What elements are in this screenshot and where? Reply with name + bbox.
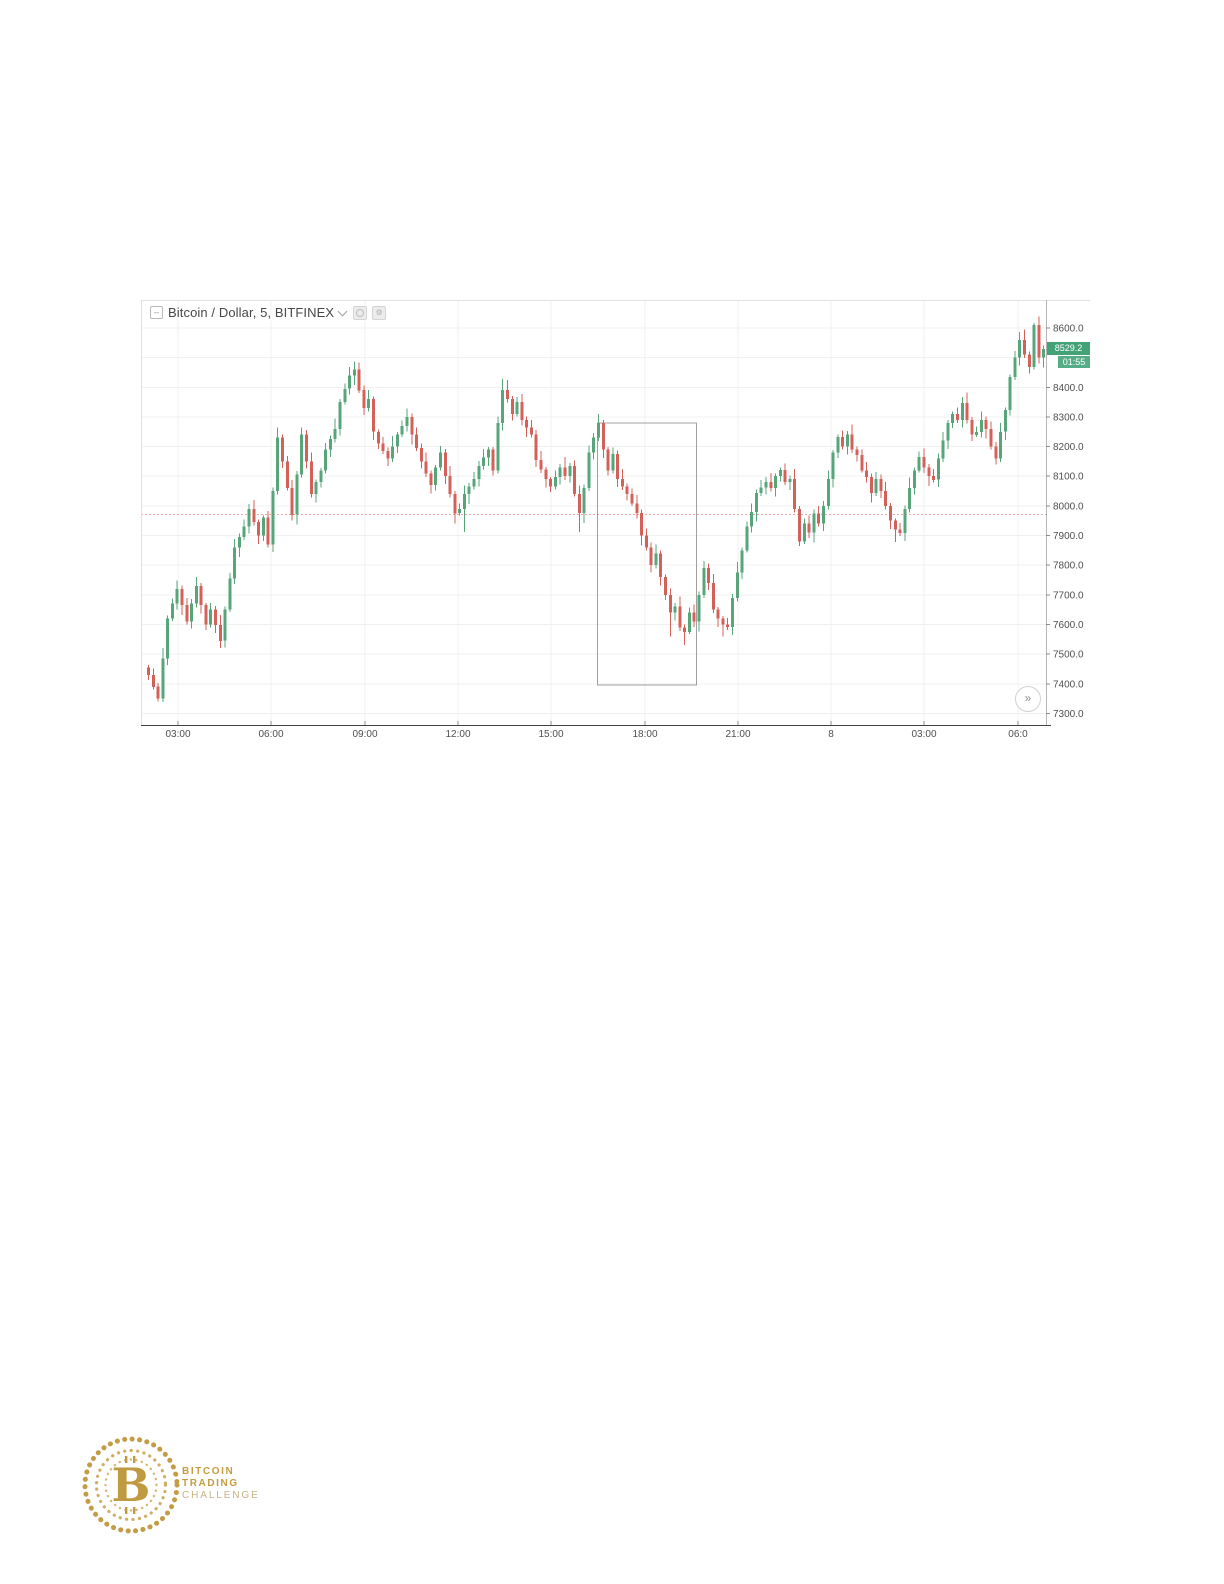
- btc-logo-text: BITCOIN TRADING CHALLENGE: [182, 1466, 260, 1502]
- price-axis-label: 7800.0: [1053, 561, 1084, 572]
- price-axis-label: 8600.0: [1053, 324, 1084, 335]
- time-axis-label: 09:00: [352, 729, 377, 740]
- scroll-to-recent-button[interactable]: »: [1015, 686, 1041, 712]
- collapse-pane-icon[interactable]: –: [150, 306, 163, 319]
- logo-outer-dot-ring: [82, 1436, 180, 1534]
- price-axis-label: 8400.0: [1053, 383, 1084, 394]
- gear-icon[interactable]: ⚙: [372, 305, 387, 320]
- price-axis-label: 8000.0: [1053, 501, 1084, 512]
- time-axis-label: 06:0: [1008, 729, 1028, 740]
- price-axis-label: 8200.0: [1053, 442, 1084, 453]
- bar-countdown-badge: 01:55: [1058, 356, 1090, 368]
- candles: [147, 316, 1046, 703]
- price-chart-pane[interactable]: 8600.0 8400.0 8300.0 8200.0 8100.0 8000.0 7900…: [141, 300, 1090, 745]
- time-axis-label: 21:00: [725, 729, 750, 740]
- price-axis-label: 8300.0: [1053, 412, 1084, 423]
- time-axis[interactable]: 03:00 06:00 09:00 12:00 15:00 18:00 21:00 8 03:0…: [141, 721, 1051, 740]
- time-axis-label: 8: [828, 729, 834, 740]
- bitcoin-b-top-bar: [133, 1456, 136, 1463]
- time-axis-label: 03:00: [911, 729, 936, 740]
- logo-line-trading: TRADING: [182, 1478, 239, 1489]
- chart-legend: – Bitcoin / Dollar, 5, BITFINEX ⚙: [150, 305, 387, 320]
- bitcoin-b-glyph: B: [112, 1458, 151, 1512]
- btc-logo: B BITCOIN TRADING CHALLENGE: [71, 1425, 511, 1547]
- time-axis-label: 18:00: [632, 729, 657, 740]
- price-axis-label: 7300.0: [1053, 709, 1084, 720]
- btc-logo-rings: B: [82, 1436, 180, 1534]
- time-axis-label: 15:00: [538, 729, 563, 740]
- annotation-rectangle[interactable]: [597, 422, 698, 686]
- logo-inner-dot-ring: [104, 1458, 158, 1512]
- price-axis-label: 7900.0: [1053, 531, 1084, 542]
- price-axis-label: 7700.0: [1053, 590, 1084, 601]
- symbol-title[interactable]: Bitcoin / Dollar, 5, BITFINEX: [168, 305, 335, 320]
- tradingview-chart-widget: 8600.0 8400.0 8300.0 8200.0 8100.0 8000.0 7900…: [141, 300, 1090, 745]
- price-axis-label: 8100.0: [1053, 472, 1084, 483]
- price-axis-label: 7400.0: [1053, 679, 1084, 690]
- logo-middle-dot-ring: [94, 1448, 168, 1522]
- logo-line-bitcoin: BITCOIN: [182, 1466, 235, 1477]
- bitcoin-b-bottom-bar: [133, 1507, 136, 1514]
- circle-icon[interactable]: [353, 305, 368, 320]
- last-price-badge: 8529.2: [1047, 342, 1090, 355]
- time-axis-label: 03:00: [165, 729, 190, 740]
- price-axis-label: 7600.0: [1053, 620, 1084, 631]
- grid: [141, 301, 1046, 725]
- price-axis[interactable]: 8600.0 8400.0 8300.0 8200.0 8100.0 8000.0 7900…: [1046, 300, 1084, 725]
- time-axis-label: 06:00: [258, 729, 283, 740]
- price-axis-label: 7500.0: [1053, 650, 1084, 661]
- bitcoin-b-top-bar: [125, 1456, 128, 1463]
- logo-line-challenge: CHALLENGE: [182, 1490, 260, 1501]
- time-axis-label: 12:00: [445, 729, 470, 740]
- bitcoin-b-bottom-bar: [125, 1507, 128, 1514]
- chevron-down-icon[interactable]: [337, 306, 348, 316]
